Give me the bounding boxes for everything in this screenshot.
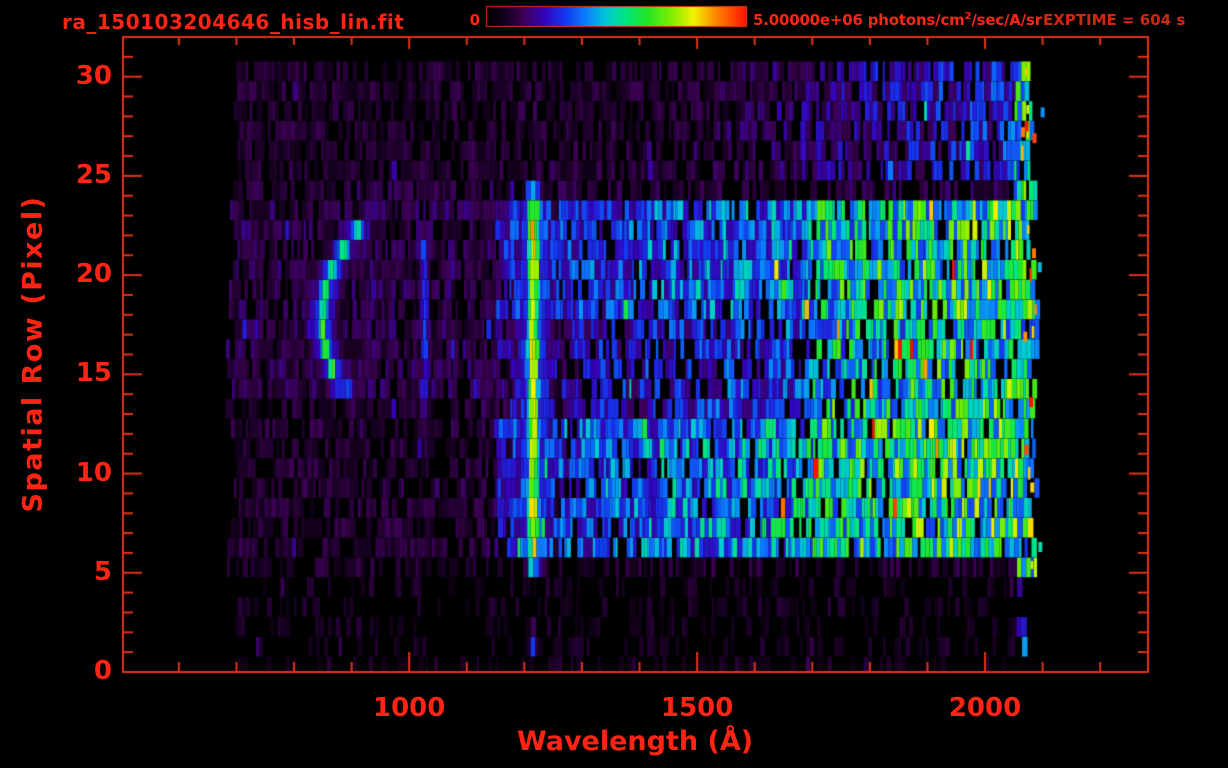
colorbar [487,7,746,26]
y-tick-label: 0 [93,656,112,686]
y-tick-label: 20 [75,259,112,290]
exptime-label: EXPTIME = 604 s [1043,11,1186,29]
colorbar-min-label: 0 [469,11,480,29]
x-tick-label: 1000 [373,693,446,723]
colorbar-max-label: 5.00000e+06 photons/cm2/sec/A/sr [753,11,1042,29]
colorbar-unit-superscript: 2 [964,11,972,22]
y-tick-label: 5 [93,556,112,587]
y-tick-label: 25 [75,159,112,190]
y-tick-label: 15 [75,358,112,389]
colorbar-max-value: 5.00000e+06 photons/cm [753,11,965,29]
y-tick-label: 10 [75,457,112,488]
x-axis-title: Wavelength (Å) [516,726,754,757]
x-tick-label: 1500 [660,693,734,723]
figure-title: ra_150103204646_hisb_lin.fit [62,10,405,34]
colorbar-unit-rest: /sec/A/sr [971,11,1042,29]
x-tick-label: 2000 [948,693,1022,723]
y-tick-label: 30 [75,60,112,91]
